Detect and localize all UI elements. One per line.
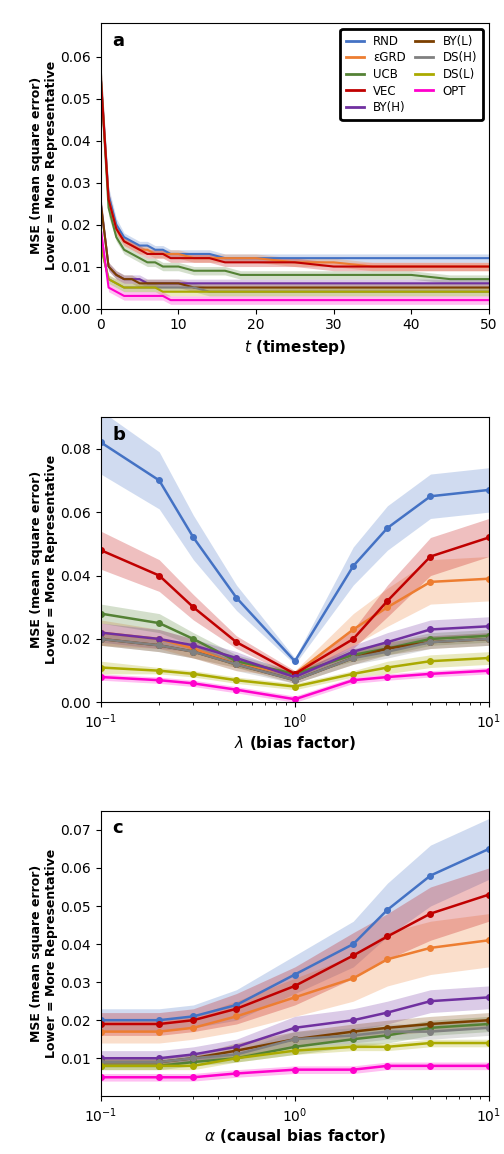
Y-axis label: MSE (mean square error)
Lower = More Representative: MSE (mean square error) Lower = More Rep… bbox=[30, 849, 57, 1058]
Text: a: a bbox=[112, 31, 124, 50]
Y-axis label: MSE (mean square error)
Lower = More Representative: MSE (mean square error) Lower = More Rep… bbox=[30, 61, 57, 270]
X-axis label: $t$ (timestep): $t$ (timestep) bbox=[244, 338, 346, 357]
Text: b: b bbox=[112, 426, 125, 443]
X-axis label: $\alpha$ (causal bias factor): $\alpha$ (causal bias factor) bbox=[204, 1127, 386, 1146]
Y-axis label: MSE (mean square error)
Lower = More Representative: MSE (mean square error) Lower = More Rep… bbox=[30, 455, 57, 665]
X-axis label: $\lambda$ (bias factor): $\lambda$ (bias factor) bbox=[234, 734, 356, 751]
Text: c: c bbox=[112, 819, 123, 838]
Legend: RND, εGRD, UCB, VEC, BY(H), BY(L), DS(H), DS(L), OPT: RND, εGRD, UCB, VEC, BY(H), BY(L), DS(H)… bbox=[340, 29, 483, 120]
